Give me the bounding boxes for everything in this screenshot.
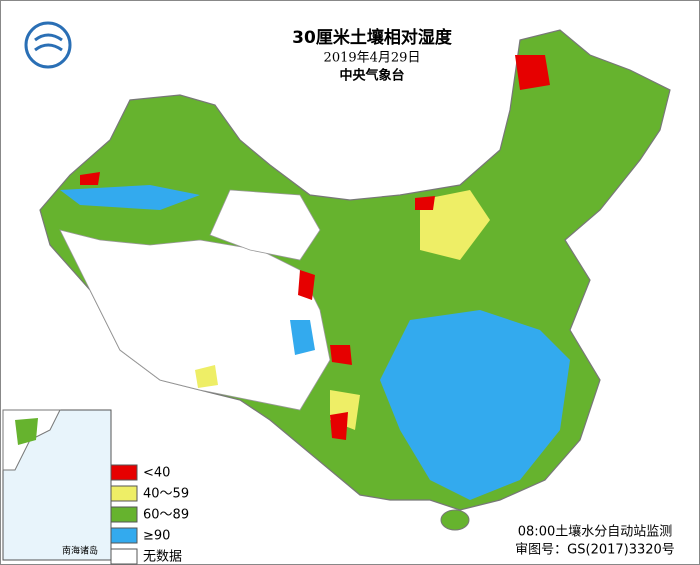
legend: <40 40～59 60～89 ≥90 无数据 [110,464,189,565]
approval: 审图号：GS(2017)3320号 [515,543,675,558]
source: 中央气象台 [339,68,404,84]
date: 2019年4月29日 [324,51,421,66]
legend-label: ≥90 [143,529,170,544]
legend-label: <40 [143,466,170,481]
legend-swatch [110,527,138,544]
legend-swatch [110,485,138,502]
china-map [39,29,671,531]
legend-swatch [110,506,138,523]
logo [24,21,72,69]
method: 08:00土壤水分自动站监测 [518,524,672,540]
legend-label: 60～89 [143,508,189,523]
legend-label: 无数据 [143,550,182,565]
title: 30厘米土壤相对湿度 [292,27,453,48]
legend-swatch [110,464,138,481]
inset: 南海诸岛 [2,409,112,561]
inset-label: 南海诸岛 [62,545,98,557]
legend-swatch [110,548,138,565]
legend-label: 40～59 [143,487,189,502]
